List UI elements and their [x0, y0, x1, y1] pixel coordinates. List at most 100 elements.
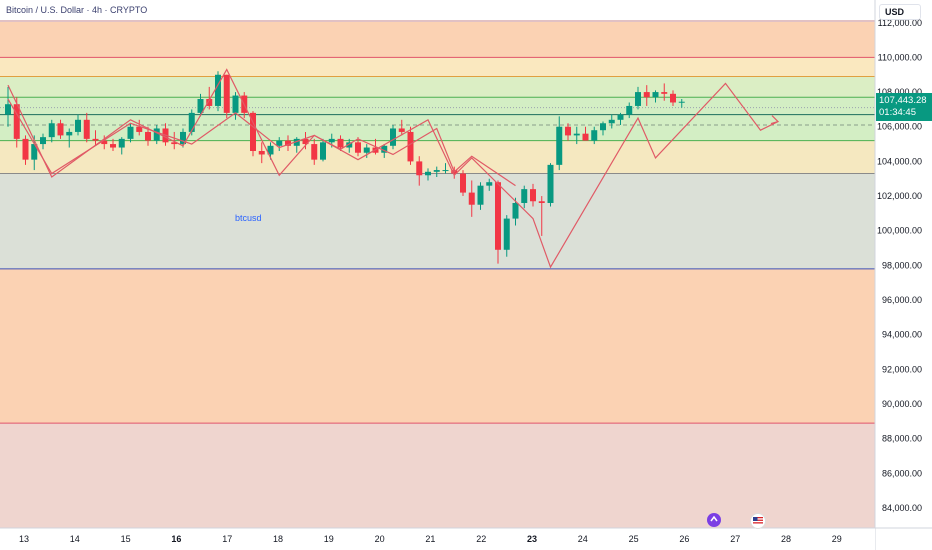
candle-body: [197, 99, 204, 113]
candle-body: [83, 119, 90, 139]
candle-body: [582, 133, 589, 141]
candle-body: [328, 138, 335, 143]
date-tick-label: 14: [70, 534, 80, 544]
price-tick-label: 86,000.00: [882, 468, 922, 478]
date-tick-label: 28: [781, 534, 791, 544]
level-lines-layer: [0, 20, 875, 424]
candle-body: [13, 104, 20, 139]
candle-body: [40, 137, 46, 145]
price-tick-label: 104,000.00: [877, 156, 922, 166]
crypto-event-icon[interactable]: [707, 513, 721, 527]
price-tick-label: 92,000.00: [882, 364, 922, 374]
candle-body: [538, 201, 545, 203]
candle-body: [302, 138, 309, 145]
zone-layer: [0, 20, 875, 528]
price-tick-label: 102,000.00: [877, 191, 922, 201]
candle-body: [381, 145, 388, 153]
last-price-value: 107,443.28: [879, 95, 927, 106]
candle-body: [171, 142, 178, 145]
bar-countdown: 01:34:45: [879, 107, 916, 118]
candle-body: [31, 144, 38, 160]
candle-body: [521, 189, 528, 203]
date-tick-label: 20: [375, 534, 385, 544]
date-tick-label: 23: [527, 534, 537, 544]
candle-body: [661, 92, 668, 94]
candle-body: [320, 142, 326, 160]
date-tick-label: 13: [19, 534, 29, 544]
candle-body: [250, 112, 256, 152]
candle-body: [407, 131, 414, 162]
candle-body: [48, 123, 55, 138]
candle-body: [600, 123, 606, 131]
candle-body: [530, 189, 536, 202]
date-tick-label: 22: [476, 534, 486, 544]
candle-body: [363, 147, 370, 153]
chart-text-annotation[interactable]: btcusd: [235, 213, 262, 223]
candle-body: [127, 126, 134, 139]
candle-body: [503, 218, 510, 250]
date-tick-label: 25: [629, 534, 639, 544]
price-tick-label: 96,000.00: [882, 295, 922, 305]
candle-body: [346, 142, 353, 148]
price-tick-label: 98,000.00: [882, 260, 922, 270]
candle-body: [206, 99, 213, 106]
date-tick-label: 24: [578, 534, 588, 544]
candle-body: [617, 114, 624, 120]
zigzag-layer: [7, 68, 780, 269]
candle-body: [460, 173, 466, 193]
date-tick-label: 18: [273, 534, 283, 544]
currency-button[interactable]: USD: [879, 4, 921, 20]
date-tick-label: 29: [832, 534, 842, 544]
candle-body: [276, 140, 283, 146]
candle-body: [468, 192, 475, 205]
candle-body: [66, 131, 73, 136]
date-tick-label: 17: [222, 534, 232, 544]
price-zone: [0, 20, 875, 58]
price-axis-panel: [875, 0, 932, 550]
candle-body: [215, 74, 221, 106]
candle-body: [512, 202, 519, 219]
candle-body: [75, 119, 81, 132]
candle-body: [145, 131, 151, 141]
price-zone: [0, 173, 875, 269]
candle-body: [267, 145, 274, 155]
candle-body: [258, 151, 265, 155]
candle-body: [180, 131, 186, 145]
candle-body: [573, 133, 580, 136]
candle-body: [608, 119, 615, 124]
candle-body: [591, 130, 598, 141]
candle-body: [337, 138, 344, 148]
candle-body: [311, 144, 318, 160]
candles-layer: [5, 71, 685, 264]
price-tick-label: 110,000.00: [878, 52, 922, 62]
last-price-label: 107,443.28 01:34:45: [876, 93, 932, 121]
zigzag-line: [7, 68, 779, 269]
price-tick-label: 100,000.00: [877, 226, 922, 236]
price-zone: [0, 268, 875, 424]
candle-body: [626, 105, 633, 115]
candle-body: [547, 164, 554, 203]
candle-body: [390, 128, 396, 146]
candle-body: [398, 128, 405, 132]
candle-body: [293, 138, 300, 146]
candle-body: [670, 93, 676, 103]
price-zone: [0, 76, 875, 98]
us-flag-icon[interactable]: [750, 513, 766, 529]
candle-body: [486, 182, 493, 186]
candle-body: [635, 92, 641, 106]
price-zone: [0, 423, 875, 528]
candle-body: [57, 123, 64, 136]
candle-body: [355, 142, 361, 153]
zigzag-arrow: [770, 115, 780, 125]
symbol-title[interactable]: Bitcoin / U.S. Dollar · 4h · CRYPTO: [6, 5, 148, 15]
candle-body: [22, 138, 29, 160]
candle-body: [5, 104, 11, 115]
price-zone: [0, 57, 875, 77]
candle-body: [232, 95, 239, 113]
candle-body: [153, 128, 160, 141]
date-tick-label: 16: [171, 534, 181, 544]
price-tick-label: 94,000.00: [882, 330, 922, 340]
